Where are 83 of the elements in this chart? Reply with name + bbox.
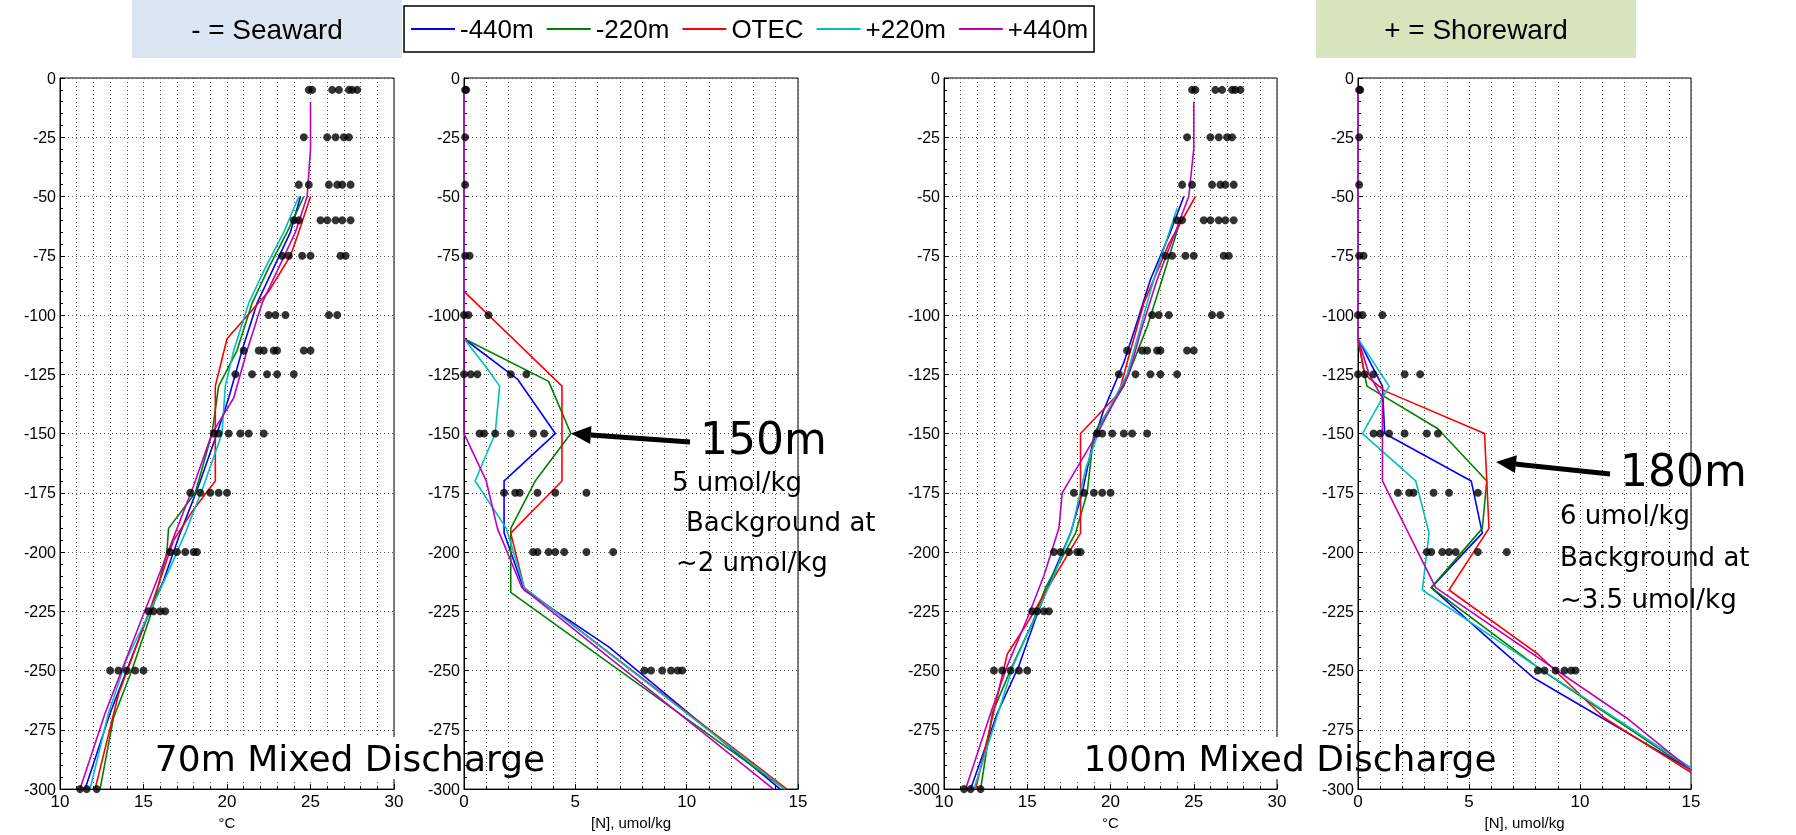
y-tick-label: -100 [427, 306, 461, 324]
annotation: Background at [1560, 542, 1750, 572]
y-tick-label: -125 [427, 365, 461, 383]
y-tick-label: -175 [907, 484, 941, 502]
y-tick-label: -250 [1321, 662, 1355, 680]
y-tick-label: -175 [23, 484, 57, 502]
x-tick-label: 20 [1101, 792, 1120, 812]
y-tick-label: -75 [1330, 247, 1355, 265]
y-tick-label: -300 [1321, 780, 1355, 798]
x-tick-label: 15 [1017, 792, 1037, 812]
x-tick-label: 25 [1184, 792, 1204, 812]
y-tick-label: -175 [1321, 484, 1355, 502]
y-tick-label: -175 [427, 484, 461, 502]
x-axis-title: °C [218, 814, 236, 831]
y-tick-label: -75 [916, 247, 941, 265]
x-tick-label: 30 [384, 792, 404, 812]
y-tick-label: -125 [1321, 365, 1355, 383]
annotation: ~3.5 umol/kg [1560, 584, 1737, 614]
y-tick-label: -275 [23, 721, 57, 739]
legend-label: +220m [865, 14, 946, 44]
y-tick-label: -200 [907, 543, 941, 561]
y-tick-label: -100 [1321, 306, 1355, 324]
y-tick-label: -250 [907, 662, 941, 680]
legend-label: OTEC [731, 14, 804, 44]
y-tick-label: -50 [32, 188, 57, 206]
y-tick-label: -225 [427, 602, 461, 620]
annotation: Background at [686, 507, 876, 537]
y-tick-label: -125 [907, 365, 941, 383]
x-tick-label: 15 [788, 792, 808, 812]
y-tick-label: -25 [32, 128, 57, 146]
y-tick-label: -200 [23, 543, 57, 561]
x-tick-label: 5 [570, 792, 581, 812]
y-tick-label: -275 [907, 721, 941, 739]
y-tick-label: -200 [427, 543, 461, 561]
y-tick-label: -275 [427, 721, 461, 739]
y-tick-label: -50 [436, 188, 461, 206]
y-tick-label: -100 [907, 306, 941, 324]
annotation: ~2 umol/kg [676, 547, 828, 577]
annotation: 6 umol/kg [1560, 500, 1691, 530]
y-tick-label: -275 [1321, 721, 1355, 739]
y-tick-label: -25 [436, 128, 461, 146]
y-tick-label: -150 [427, 425, 461, 443]
y-tick-label: -50 [1330, 188, 1355, 206]
x-tick-label: 25 [301, 792, 320, 812]
y-tick-label: 0 [451, 69, 461, 87]
x-tick-label: 20 [217, 792, 237, 812]
annotation: 5 umol/kg [672, 467, 803, 497]
y-tick-label: -150 [1321, 425, 1355, 443]
text: + = Shoreward [1384, 13, 1568, 45]
x-tick-label: 5 [1464, 792, 1474, 812]
y-tick-label: -75 [32, 247, 57, 265]
y-tick-label: -225 [1321, 602, 1355, 620]
y-tick-label: 0 [1345, 69, 1355, 87]
y-tick-label: -100 [23, 306, 57, 324]
y-tick-label: -225 [907, 602, 941, 620]
y-tick-label: -250 [23, 662, 57, 680]
x-tick-label: 30 [1267, 792, 1287, 812]
y-tick-label: -125 [23, 365, 57, 383]
y-tick-label: -25 [1330, 128, 1355, 146]
text: - = Seaward [191, 13, 343, 45]
x-axis-title: [N], umol/kg [1484, 814, 1565, 831]
x-tick-label: 10 [1570, 792, 1590, 812]
legend-label: -440m [460, 14, 534, 44]
y-tick-label: 0 [931, 69, 941, 87]
x-tick-label: 10 [677, 792, 697, 812]
legend-label: -220m [595, 14, 670, 44]
y-tick-label: -150 [907, 425, 941, 443]
annotation: 150m [700, 412, 827, 464]
legend-label: +440m [1007, 14, 1089, 44]
y-tick-label: -225 [23, 602, 57, 620]
y-tick-label: -50 [916, 188, 941, 206]
y-tick-label: 0 [47, 69, 57, 87]
y-tick-label: -150 [23, 425, 57, 443]
x-axis-title: [N], umol/kg [590, 814, 672, 831]
annotation: 180m [1620, 444, 1747, 496]
x-tick-label: 15 [1681, 792, 1701, 812]
y-tick-label: -200 [1321, 543, 1355, 561]
x-axis-title: °C [1102, 814, 1120, 831]
x-tick-label: 15 [134, 792, 153, 812]
y-tick-label: -75 [436, 247, 461, 265]
y-tick-label: -25 [916, 128, 941, 146]
y-tick-label: -250 [427, 662, 461, 680]
y-tick-label: -300 [427, 780, 461, 798]
